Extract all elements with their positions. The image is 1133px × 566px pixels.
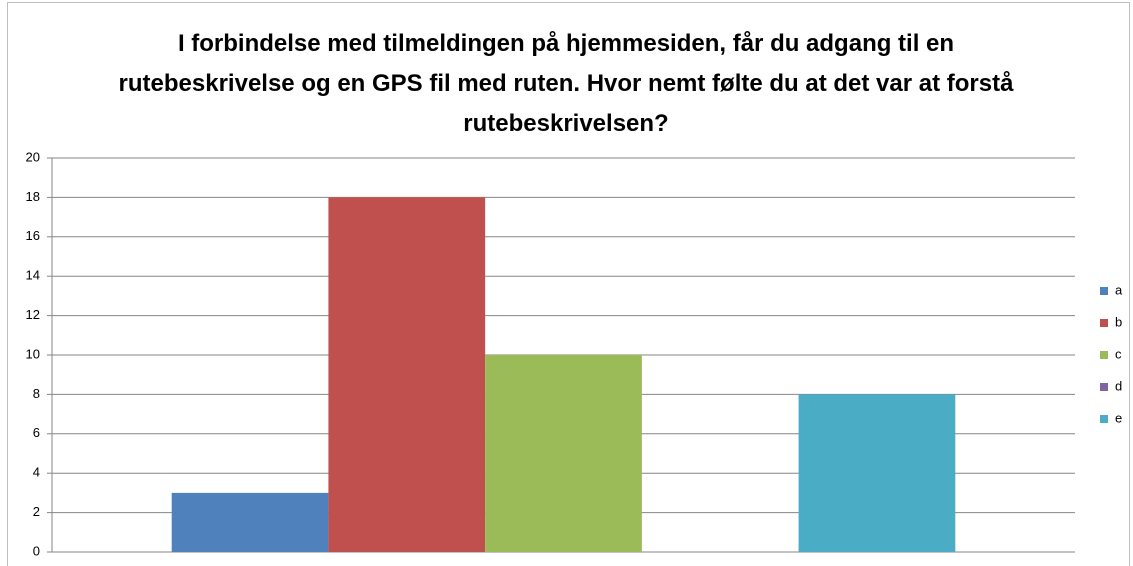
y-tick-label: 16 — [26, 228, 40, 243]
bar — [798, 394, 956, 552]
bar — [171, 492, 329, 552]
chart-frame — [7, 2, 1130, 566]
y-tick-label: 18 — [26, 189, 40, 204]
y-tick-label: 20 — [26, 149, 40, 164]
y-tick-label: 6 — [33, 425, 40, 440]
y-tick-label: 0 — [33, 543, 40, 558]
y-tick-label: 4 — [33, 465, 40, 480]
y-tick-label: 12 — [26, 307, 40, 322]
legend-swatch — [1100, 415, 1108, 423]
legend-label: e — [1115, 410, 1122, 425]
y-tick-label: 8 — [33, 386, 40, 401]
legend-label: d — [1115, 378, 1122, 393]
bar — [328, 197, 486, 552]
legend-swatch — [1100, 383, 1108, 391]
legend-swatch — [1100, 351, 1108, 359]
legend-label: c — [1115, 346, 1122, 361]
y-tick-label: 14 — [26, 268, 40, 283]
bar — [485, 355, 642, 552]
legend-swatch — [1100, 287, 1108, 295]
legend-swatch — [1100, 319, 1108, 327]
chart-title: I forbindelse med tilmeldingen på hjemme… — [118, 30, 1014, 137]
y-tick-label: 10 — [26, 346, 40, 361]
legend-label: b — [1115, 314, 1122, 329]
y-tick-label: 2 — [33, 504, 40, 519]
legend-label: a — [1115, 282, 1123, 297]
